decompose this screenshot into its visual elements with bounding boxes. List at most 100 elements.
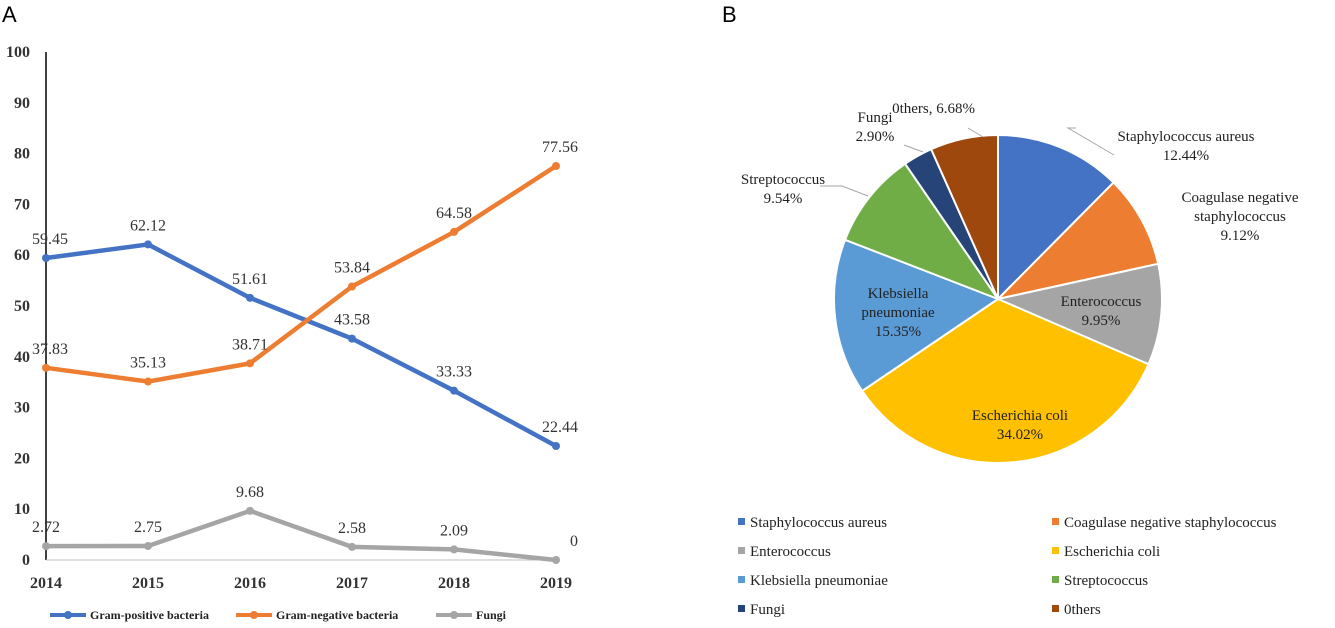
data-point [348, 282, 356, 291]
pie-leader-line [903, 144, 924, 153]
pie-label-line: 15.35% [875, 324, 921, 340]
pie-label-line: 9.12% [1221, 228, 1260, 244]
data-label: 77.56 [542, 139, 578, 156]
legend-marker [250, 611, 258, 619]
pie-legend-label: Streptococcus [1064, 573, 1148, 589]
data-point [450, 386, 458, 395]
pie-slice [833, 238, 1001, 393]
pie-label: Streptococcus 9.54% [741, 172, 825, 207]
pie-legend-swatch [738, 605, 745, 612]
pie-leader-lines [820, 127, 1115, 197]
pie-label-line: Coagulase negative [1181, 190, 1298, 206]
data-label: 38.71 [232, 336, 268, 353]
y-tick-label: 80 [14, 146, 30, 163]
y-tick-label: 0 [22, 552, 30, 569]
x-tick-label: 2017 [336, 575, 368, 592]
pie-legend-label: Escherichia coli [1064, 544, 1160, 560]
data-point [450, 545, 458, 554]
data-label: 53.84 [334, 259, 370, 276]
pie-label: Fungi 2.90% [856, 110, 895, 145]
data-label: 37.83 [32, 341, 68, 358]
data-point [552, 556, 560, 564]
pie-label-line: Streptococcus [741, 172, 825, 188]
pie-label: Escherichia coli 34.02% [972, 408, 1068, 443]
pie-slice [860, 297, 1150, 464]
data-label: 43.58 [334, 312, 370, 329]
data-label: 0 [570, 533, 578, 550]
legend-label: Gram-negative bacteria [276, 608, 398, 622]
pie-label: Klebsiella pneumoniae 15.35% [861, 286, 935, 340]
pie-legend-swatch [1052, 605, 1059, 612]
pie-legend-label: 0thers [1064, 602, 1101, 618]
data-label: 9.68 [236, 484, 264, 501]
pie-label-line: 9.95% [1082, 313, 1121, 329]
pie-legend-swatch [1052, 547, 1059, 554]
x-axis-ticks: 2014 2015 2016 2017 2018 2019 [30, 575, 572, 592]
pie-legend-swatch [738, 576, 745, 583]
pie-legend-swatch [1052, 576, 1059, 583]
pie-label-line: Klebsiella [868, 286, 929, 302]
y-axis-ticks: 0 10 20 30 40 50 60 70 80 90 100 [6, 44, 30, 569]
pie-leader-line [967, 127, 984, 138]
data-point [42, 363, 50, 372]
series-line [43, 163, 559, 384]
pie-label-line: Staphylococcus aureus [1117, 129, 1254, 145]
y-tick-label: 40 [14, 349, 30, 366]
pie-label-line: 34.02% [997, 427, 1043, 443]
y-tick-label: 60 [14, 247, 30, 264]
data-label: 2.09 [440, 522, 468, 539]
data-point [246, 359, 254, 368]
data-point [552, 442, 560, 451]
y-tick-label: 10 [14, 501, 30, 518]
pie-label: Staphylococcus aureus 12.44% [1117, 129, 1254, 164]
pie-legend-label: Staphylococcus aureus [750, 515, 887, 531]
pie-label-line: Fungi [857, 110, 892, 126]
pie-label: Coagulase negative staphylococcus 9.12% [1181, 190, 1298, 244]
x-tick-label: 2018 [438, 575, 470, 592]
data-label: 2.72 [32, 519, 60, 536]
data-label: 51.61 [232, 271, 268, 288]
pie-label: Enterococcus 9.95% [1061, 294, 1142, 329]
x-tick-label: 2016 [234, 575, 266, 592]
data-label: 35.13 [130, 355, 166, 372]
y-tick-label: 90 [14, 95, 30, 112]
pie-slice [843, 162, 1001, 302]
pie-legend-swatch [738, 547, 745, 554]
legend-label: Fungi [476, 608, 507, 622]
data-point [42, 542, 50, 551]
data-point [144, 240, 152, 249]
data-point [42, 253, 50, 262]
x-tick-label: 2019 [540, 575, 572, 592]
pie-chart: Staphylococcus aureus 12.44% Coagulase neg… [738, 101, 1299, 618]
data-point [246, 506, 254, 515]
data-label: 2.75 [134, 519, 162, 536]
pie-label-line: 0thers, 6.68% [892, 101, 975, 117]
pie-label-line: 2.90% [856, 129, 895, 145]
pie-slice [997, 133, 1115, 302]
data-point [246, 293, 254, 302]
panel-label-a: A [2, 2, 17, 27]
x-tick-label: 2015 [132, 575, 164, 592]
pie-leader-line [820, 185, 869, 197]
data-point [450, 227, 458, 236]
pie-label-line: 9.54% [764, 191, 803, 207]
pie-legend-swatch [738, 518, 745, 525]
legend-label: Gram-positive bacteria [90, 608, 209, 622]
data-label: 2.58 [338, 520, 366, 537]
pie-legend-label: Klebsiella pneumoniae [750, 573, 888, 589]
x-tick-label: 2014 [30, 575, 62, 592]
pie-slice [994, 262, 1163, 366]
pie-label-line: Enterococcus [1061, 294, 1142, 310]
y-tick-label: 50 [14, 298, 30, 315]
pie-label-line: 12.44% [1163, 148, 1209, 164]
data-label: 62.12 [130, 217, 166, 234]
pie-label: 0thers, 6.68% [892, 101, 975, 117]
pie-slice [994, 181, 1160, 301]
legend-marker [450, 611, 458, 619]
y-tick-label: 30 [14, 400, 30, 417]
series-line [43, 242, 559, 449]
data-label: 22.44 [542, 419, 578, 436]
data-label: 59.45 [32, 231, 68, 248]
